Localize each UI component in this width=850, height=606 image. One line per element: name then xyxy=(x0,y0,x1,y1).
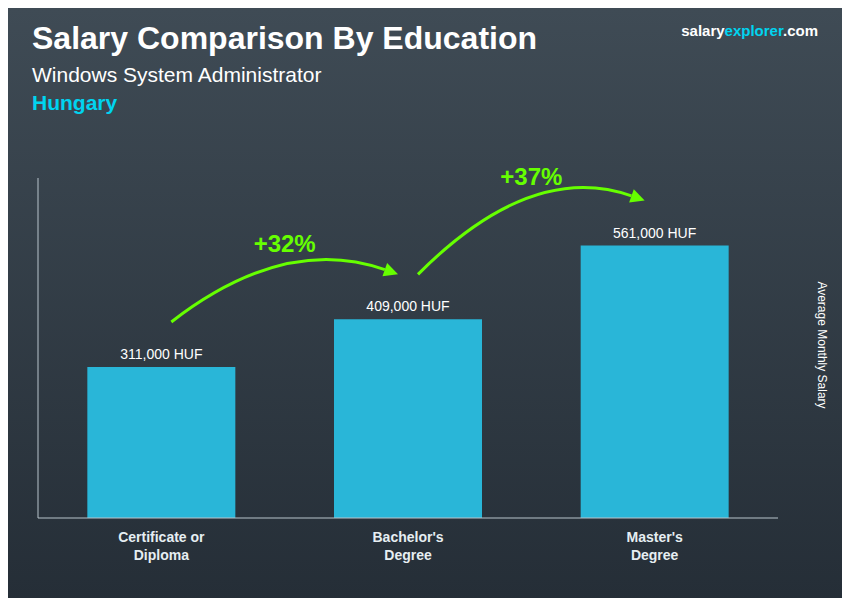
svg-text:Certificate orDiploma: Certificate orDiploma xyxy=(118,529,205,563)
svg-text:Bachelor'sDegree: Bachelor'sDegree xyxy=(372,529,443,563)
html-text:Salary Comparison By Education: Salary Comparison By Education xyxy=(32,20,537,56)
svg-text:+32%: +32% xyxy=(254,230,316,257)
svg-text:+37%: +37% xyxy=(500,163,562,190)
svg-text:311,000 HUF: 311,000 HUF xyxy=(120,346,202,362)
html-text:Average Monthly Salary: Average Monthly Salary xyxy=(815,281,829,409)
html-text:salary explorer.com: salary explorer.com xyxy=(681,22,818,39)
html-text:Windows System Administrator: Windows System Administrator xyxy=(32,63,322,86)
svg-text:Master'sDegree: Master'sDegree xyxy=(627,529,683,563)
svg-text:409,000 HUF: 409,000 HUF xyxy=(366,298,449,314)
svg-text:561,000 HUF: 561,000 HUF xyxy=(613,225,696,241)
html-text:Hungary: Hungary xyxy=(32,91,118,114)
